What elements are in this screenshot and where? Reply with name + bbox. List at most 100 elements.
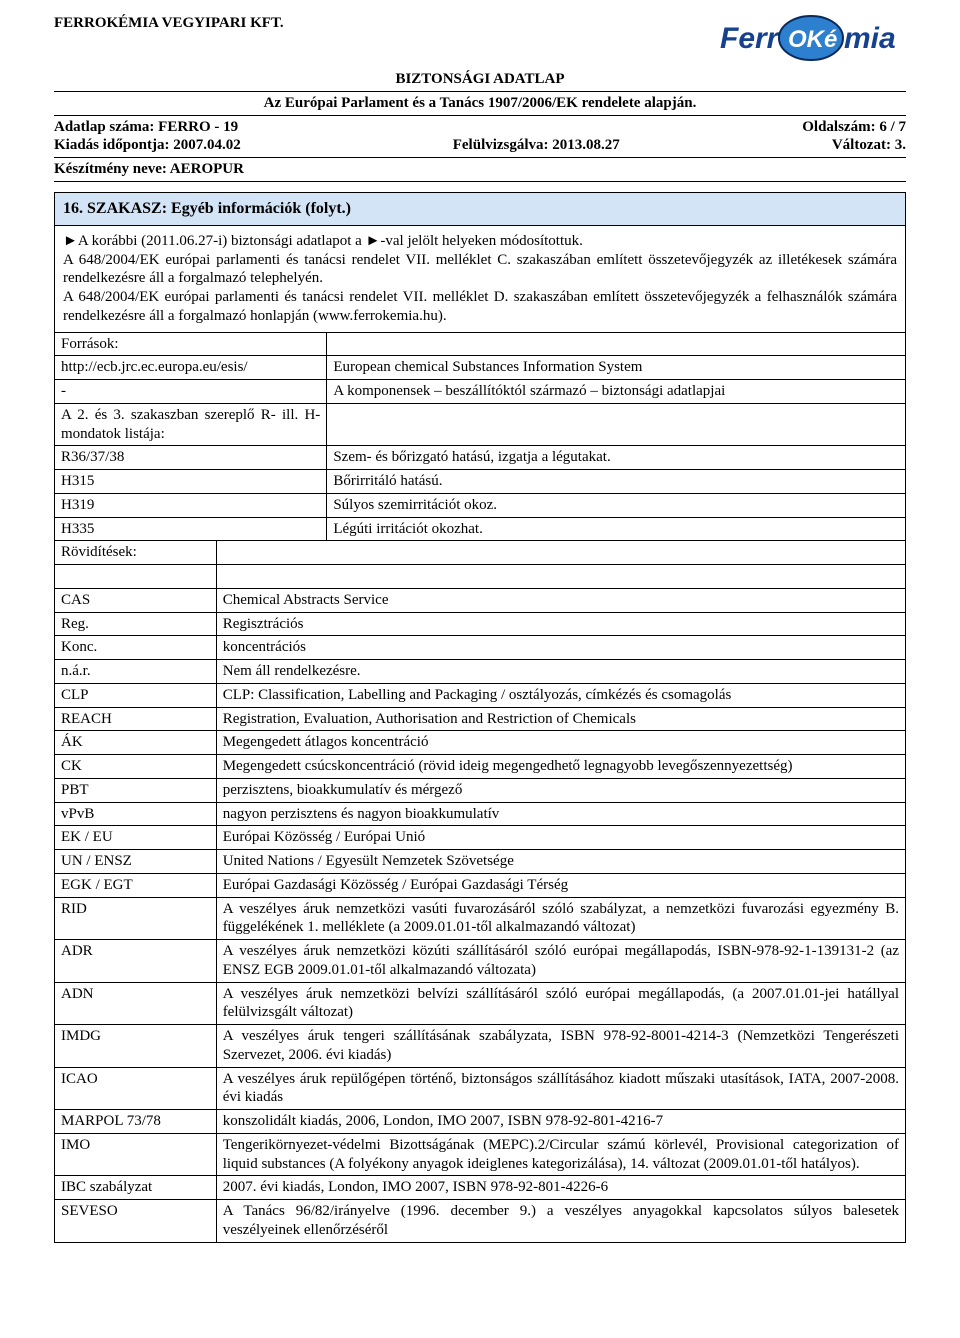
abbrev-value: A veszélyes áruk repülőgépen történő, bi…: [216, 1067, 905, 1110]
table-row: n.á.r.Nem áll rendelkezésre.: [55, 660, 906, 684]
abbrev-value: Nem áll rendelkezésre.: [216, 660, 905, 684]
table-cell: R36/37/38: [55, 446, 327, 470]
sources-table-body: http://ecb.jrc.ec.europa.eu/esis/Europea…: [54, 355, 906, 541]
table-row: Rövidítések:: [55, 541, 906, 565]
abbrev-value: Regisztrációs: [216, 612, 905, 636]
table-row: H319Súlyos szemirritációt okoz.: [55, 493, 906, 517]
abbrev-value: A veszélyes áruk nemzetközi belvízi szál…: [216, 982, 905, 1025]
table-row: CKMegengedett csúcskoncentráció (rövid i…: [55, 755, 906, 779]
section-text: ►A korábbi (2011.06.27-i) biztonsági ada…: [54, 226, 906, 333]
abbrev-key: IBC szabályzat: [55, 1176, 217, 1200]
table-cell: Bőrirritáló hatású.: [327, 470, 906, 494]
abbrev-key: IMO: [55, 1133, 217, 1176]
table-row: A 2. és 3. szakaszban szereplő R- ill. H…: [55, 403, 906, 446]
abbrev-key: ICAO: [55, 1067, 217, 1110]
abbrev-key: CK: [55, 755, 217, 779]
table-row: ADRA veszélyes áruk nemzetközi közúti sz…: [55, 940, 906, 983]
page-number-label: Oldalszám: 6 / 7: [802, 118, 906, 137]
table-row: [55, 565, 906, 589]
abbrev-table: Rövidítések:: [54, 540, 906, 589]
abbrev-value: perzisztens, bioakkumulatív és mérgező: [216, 778, 905, 802]
table-row: EK / EUEurópai Közösség / Európai Unió: [55, 826, 906, 850]
section-paragraph: A 648/2004/EK európai parlamenti és taná…: [63, 289, 897, 324]
table-cell: H315: [55, 470, 327, 494]
svg-text:Ferr: Ferr: [720, 22, 781, 55]
table-row: IMDGA veszélyes áruk tengeri szállításán…: [55, 1025, 906, 1068]
abbrev-value: A veszélyes áruk tengeri szállításának s…: [216, 1025, 905, 1068]
abbrev-value: United Nations / Egyesült Nemzetek Szöve…: [216, 850, 905, 874]
abbrev-value: A veszélyes áruk nemzetközi közúti száll…: [216, 940, 905, 983]
table-cell: A komponensek – beszállítóktól származó …: [327, 380, 906, 404]
table-row: Reg.Regisztrációs: [55, 612, 906, 636]
abbrev-key: Konc.: [55, 636, 217, 660]
divider: [54, 91, 906, 92]
abbrev-value: CLP: Classification, Labelling and Packa…: [216, 683, 905, 707]
abbrev-value: Megengedett csúcskoncentráció (rövid ide…: [216, 755, 905, 779]
abbrev-table-body: CASChemical Abstracts ServiceReg.Regiszt…: [54, 588, 906, 1243]
abbrev-value: Chemical Abstracts Service: [216, 588, 905, 612]
abbrev-key: RID: [55, 897, 217, 940]
table-row: -A komponensek – beszállítóktól származó…: [55, 380, 906, 404]
abbrev-header: Rövidítések:: [55, 541, 217, 565]
table-row: EGK / EGTEurópai Gazdasági Közösség / Eu…: [55, 873, 906, 897]
abbrev-value: nagyon perzisztens és nagyon bioakkumula…: [216, 802, 905, 826]
table-cell: [55, 565, 217, 589]
abbrev-key: REACH: [55, 707, 217, 731]
divider: [54, 157, 906, 158]
abbrev-value: koncentrációs: [216, 636, 905, 660]
regulation-subtitle: Az Európai Parlament és a Tanács 1907/20…: [54, 94, 906, 113]
abbrev-value: Registration, Evaluation, Authorisation …: [216, 707, 905, 731]
divider: [54, 181, 906, 182]
table-cell: [216, 565, 905, 589]
divider: [54, 115, 906, 116]
abbrev-value: A veszélyes áruk nemzetközi vasúti fuvar…: [216, 897, 905, 940]
table-cell: [327, 403, 906, 446]
section-paragraph: ►A korábbi (2011.06.27-i) biztonsági ada…: [63, 233, 583, 249]
table-row: IBC szabályzat2007. évi kiadás, London, …: [55, 1176, 906, 1200]
abbrev-value: A Tanács 96/82/irányelve (1996. december…: [216, 1200, 905, 1243]
table-row: SEVESOA Tanács 96/82/irányelve (1996. de…: [55, 1200, 906, 1243]
document-title: BIZTONSÁGI ADATLAP: [54, 70, 906, 89]
table-row: R36/37/38Szem- és bőrizgató hatású, izga…: [55, 446, 906, 470]
abbrev-value: Európai Közösség / Európai Unió: [216, 826, 905, 850]
abbrev-key: MARPOL 73/78: [55, 1110, 217, 1134]
abbrev-value: Tengerikörnyezet-védelmi Bizottságának (…: [216, 1133, 905, 1176]
sources-table: Források:: [54, 332, 906, 357]
table-row: http://ecb.jrc.ec.europa.eu/esis/Europea…: [55, 356, 906, 380]
table-row: MARPOL 73/78konszolidált kiadás, 2006, L…: [55, 1110, 906, 1134]
table-cell: [216, 541, 905, 565]
abbrev-value: konszolidált kiadás, 2006, London, IMO 2…: [216, 1110, 905, 1134]
abbrev-key: ADN: [55, 982, 217, 1025]
abbrev-value: 2007. évi kiadás, London, IMO 2007, ISBN…: [216, 1176, 905, 1200]
company-name: FERROKÉMIA VEGYIPARI KFT.: [54, 14, 284, 33]
issue-date-label: Kiadás időpontja: 2007.04.02: [54, 136, 241, 155]
abbrev-value: Megengedett átlagos koncentráció: [216, 731, 905, 755]
revision-date-label: Felülvizsgálva: 2013.08.27: [453, 136, 620, 155]
table-row: Források:: [55, 332, 906, 356]
version-label: Változat: 3.: [832, 136, 906, 155]
table-row: H315Bőrirritáló hatású.: [55, 470, 906, 494]
table-row: ADNA veszélyes áruk nemzetközi belvízi s…: [55, 982, 906, 1025]
abbrev-key: vPvB: [55, 802, 217, 826]
table-cell: Súlyos szemirritációt okoz.: [327, 493, 906, 517]
table-cell: H335: [55, 517, 327, 541]
table-row: CASChemical Abstracts Service: [55, 588, 906, 612]
sources-header: Források:: [55, 332, 327, 356]
abbrev-key: Reg.: [55, 612, 217, 636]
table-cell: H319: [55, 493, 327, 517]
svg-text:OKé: OKé: [788, 26, 837, 53]
section-paragraph: A 648/2004/EK európai parlamenti és taná…: [63, 252, 897, 287]
table-row: ÁKMegengedett átlagos koncentráció: [55, 731, 906, 755]
abbrev-key: EGK / EGT: [55, 873, 217, 897]
abbrev-key: n.á.r.: [55, 660, 217, 684]
table-row: ICAOA veszélyes áruk repülőgépen történő…: [55, 1067, 906, 1110]
abbrev-value: Európai Gazdasági Közösség / Európai Gaz…: [216, 873, 905, 897]
table-row: H335Légúti irritációt okozhat.: [55, 517, 906, 541]
table-cell: [327, 332, 906, 356]
sheet-number-label: Adatlap száma: FERRO - 19: [54, 118, 238, 137]
table-row: vPvBnagyon perzisztens és nagyon bioakku…: [55, 802, 906, 826]
abbrev-key: ADR: [55, 940, 217, 983]
abbrev-key: UN / ENSZ: [55, 850, 217, 874]
abbrev-key: PBT: [55, 778, 217, 802]
table-row: IMOTengerikörnyezet-védelmi Bizottságána…: [55, 1133, 906, 1176]
